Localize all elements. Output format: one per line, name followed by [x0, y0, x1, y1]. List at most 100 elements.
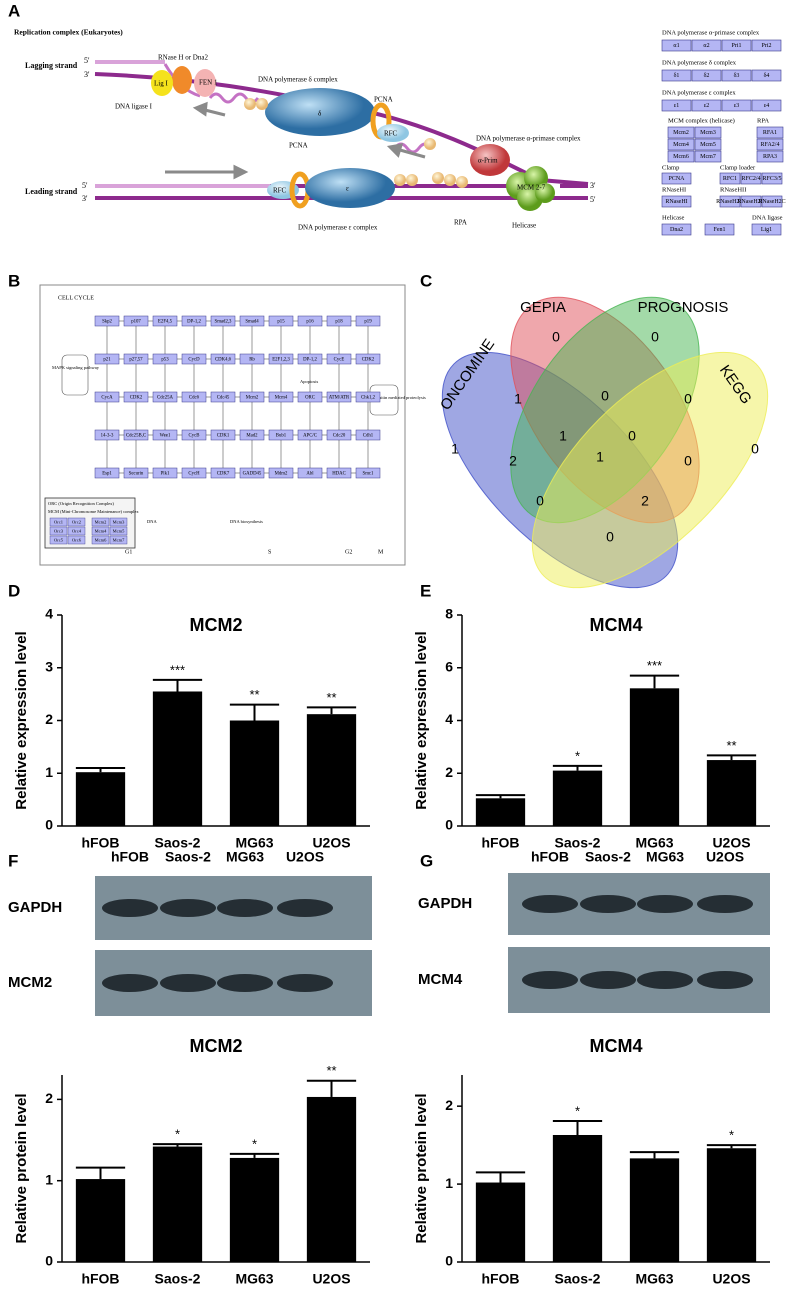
complex-node: [67, 526, 86, 536]
pathway-node: [94, 429, 120, 441]
bar: [229, 1157, 280, 1262]
y-tick-label: 2: [45, 711, 53, 727]
bar: [75, 1179, 126, 1262]
legend-box: [740, 172, 762, 185]
x-tick-label: hFOB: [81, 835, 119, 851]
legend-box: [691, 39, 722, 52]
complex-node: [91, 535, 110, 545]
legend-box: [751, 39, 782, 52]
legend-heading: RNaseHII: [720, 186, 746, 193]
node-label: Bub1: [276, 433, 287, 438]
protein-label: Lig I: [154, 80, 168, 88]
pathway-node: [94, 353, 120, 365]
node-label: CDK1: [217, 433, 230, 438]
legend-item: RFC1: [723, 176, 737, 182]
panel-label: F: [8, 851, 18, 870]
legend-heading: DNA polymerase δ complex: [662, 59, 737, 66]
legend-box: [704, 223, 735, 236]
venn-count: 0: [751, 441, 759, 457]
pathway-node: [297, 391, 323, 403]
node-label: Smad2,3: [215, 319, 233, 324]
node-label: CDK4,6: [215, 357, 232, 362]
pathway-node: [181, 429, 207, 441]
legend-box: [694, 138, 722, 151]
legend-item: α2: [703, 43, 709, 49]
bar: [629, 1158, 680, 1262]
legend-box: [756, 126, 784, 139]
blot-band: [102, 974, 158, 992]
pathway-node: [268, 429, 294, 441]
pathway-note: MAPK signaling pathway: [52, 365, 100, 370]
strand-label: Lagging strand: [25, 61, 78, 70]
pathway-node: [123, 391, 149, 403]
significance: *: [175, 1127, 180, 1142]
legend-box: [667, 126, 695, 139]
node-label: ATM/ATR: [329, 395, 350, 400]
pathway-node: [210, 467, 236, 479]
legend-heading: MCM complex (helicase): [668, 117, 735, 124]
blot-band: [522, 895, 578, 913]
legend-box: [721, 69, 752, 82]
venn-count: 0: [606, 529, 614, 545]
node-label: p15: [277, 319, 285, 324]
y-axis-label: Relative expression level: [13, 631, 30, 809]
legend-item: RFC3/5: [762, 176, 781, 182]
venn-count: 0: [536, 493, 544, 509]
node-label: ORC: [305, 395, 315, 400]
legend-box: [721, 99, 752, 112]
node-label: Mcm5: [113, 528, 125, 533]
complex-node: [49, 535, 68, 545]
legend-box: [661, 195, 692, 208]
venn-count: 1: [559, 428, 567, 444]
pathway-node: [239, 429, 265, 441]
blot-band: [277, 974, 333, 992]
node-label: Mcm2: [95, 519, 107, 524]
bar: [552, 1134, 603, 1262]
legend-item: RNaseH2A: [716, 199, 744, 205]
node-label: Cdc6: [189, 395, 200, 400]
node-label: p19: [364, 319, 372, 324]
node-label: p16: [306, 319, 314, 324]
venn-count: 0: [552, 329, 560, 345]
y-tick-label: 1: [445, 1175, 453, 1191]
panel-label: E: [420, 581, 431, 600]
venn-count: 1: [596, 449, 604, 465]
pathway-node: [297, 353, 323, 365]
protein-label: α-Prim: [478, 157, 498, 165]
pathway-node: [355, 353, 381, 365]
legend-box: [719, 195, 741, 208]
y-tick-label: 2: [445, 1097, 453, 1113]
pathway-node: [239, 315, 265, 327]
pathway-node: [210, 429, 236, 441]
blot-band: [637, 895, 693, 913]
strand-end: 3': [84, 70, 90, 79]
y-axis-label: Relative protein level: [13, 1093, 30, 1243]
phase-label: G1: [125, 549, 132, 555]
venn-count: 0: [601, 388, 609, 404]
lane-label: Saos-2: [165, 849, 211, 865]
bar: [629, 688, 680, 826]
y-tick-label: 1: [45, 764, 53, 780]
node-label: p18: [335, 319, 343, 324]
legend-item: Pri2: [761, 43, 771, 49]
x-tick-label: U2OS: [712, 835, 750, 851]
protein-label: FEN 1: [199, 79, 218, 87]
bar: [552, 770, 603, 826]
x-tick-label: hFOB: [481, 835, 519, 851]
diagram-title: Replication complex (Eukaryotes): [14, 28, 123, 37]
node-label: Mcm6: [95, 537, 107, 542]
blot-band: [160, 899, 216, 917]
legend-item: δ2: [704, 73, 710, 79]
chart-title: MCM2: [190, 615, 243, 635]
legend-item: RPA3: [763, 154, 777, 160]
phase-label: M: [378, 549, 384, 555]
blot-row-label: MCM4: [418, 971, 463, 988]
venn-count: 1: [451, 441, 459, 457]
y-axis-label: Relative protein level: [413, 1093, 430, 1243]
complex-node: [67, 517, 86, 527]
phase-label: S: [268, 549, 271, 555]
pathway-node: [326, 429, 352, 441]
x-tick-label: Saos-2: [555, 1271, 601, 1287]
legend-box: [694, 126, 722, 139]
venn-count: 2: [641, 493, 649, 509]
